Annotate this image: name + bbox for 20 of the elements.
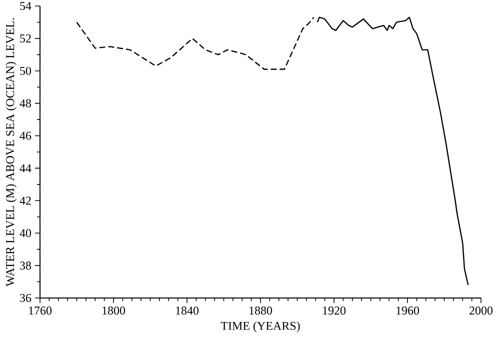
line-series xyxy=(76,16,314,70)
x-tick-label: 1960 xyxy=(396,306,420,315)
y-axis-title: WATER LEVEL (M) ABOVE SEA (OCEAN) LEVEL. xyxy=(6,18,17,286)
y-tick-label: 42 xyxy=(20,196,31,205)
y-tick-label: 54 xyxy=(20,2,32,10)
y-tick-label: 36 xyxy=(20,294,32,302)
x-tick-label: 2000 xyxy=(470,306,493,315)
x-tick-label: 1920 xyxy=(323,306,346,315)
y-tick-label: 50 xyxy=(20,66,32,75)
x-tick-label: 1800 xyxy=(102,306,126,315)
x-tick-label: 1880 xyxy=(250,306,272,315)
y-tick-label: 52 xyxy=(20,34,31,42)
y-tick-label: 40 xyxy=(20,229,32,238)
x-tick-label: 1840 xyxy=(176,306,199,315)
y-tick-label: 48 xyxy=(20,99,32,108)
y-tick-label: 38 xyxy=(20,261,32,270)
y-tick-label: 44 xyxy=(20,164,32,172)
x-tick-label: 1760 xyxy=(29,306,52,315)
x-axis-title: TIME (YEARS) xyxy=(220,321,300,332)
y-tick-label: 46 xyxy=(20,132,32,140)
